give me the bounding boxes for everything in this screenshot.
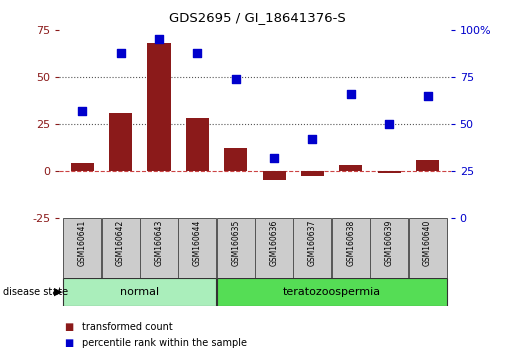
Bar — [332, 218, 370, 278]
Point — [385, 121, 393, 127]
Point — [308, 136, 317, 142]
Text: GSM160641: GSM160641 — [78, 220, 87, 266]
Bar — [71, 163, 94, 171]
Bar — [301, 171, 324, 176]
Text: GSM160636: GSM160636 — [270, 220, 279, 267]
Bar — [147, 43, 170, 171]
Text: teratozoospermia: teratozoospermia — [283, 287, 381, 297]
Bar — [186, 118, 209, 171]
Text: GSM160644: GSM160644 — [193, 220, 202, 267]
Bar — [255, 218, 293, 278]
Point — [270, 155, 278, 160]
Text: ■: ■ — [64, 338, 74, 348]
Text: GSM160643: GSM160643 — [154, 220, 163, 267]
Point — [193, 50, 201, 56]
Bar — [263, 171, 286, 180]
Text: disease state: disease state — [3, 287, 67, 297]
Bar — [63, 218, 101, 278]
Text: GSM160642: GSM160642 — [116, 220, 125, 266]
Bar — [370, 218, 408, 278]
Point — [78, 108, 87, 114]
Bar — [408, 218, 447, 278]
Text: GDS2695 / GI_18641376-S: GDS2695 / GI_18641376-S — [169, 11, 346, 24]
Text: GSM160635: GSM160635 — [231, 220, 240, 267]
Bar — [377, 171, 401, 173]
Bar — [224, 148, 247, 171]
Text: GSM160637: GSM160637 — [308, 220, 317, 267]
Bar — [416, 160, 439, 171]
Text: GSM160640: GSM160640 — [423, 220, 432, 267]
Text: GSM160639: GSM160639 — [385, 220, 394, 267]
Bar — [217, 278, 447, 306]
Text: GSM160638: GSM160638 — [347, 220, 355, 266]
Bar — [217, 218, 255, 278]
Bar — [294, 218, 332, 278]
Point — [232, 76, 240, 82]
Text: normal: normal — [120, 287, 159, 297]
Bar — [140, 218, 178, 278]
Text: ▶: ▶ — [54, 287, 62, 297]
Bar — [109, 113, 132, 171]
Point — [116, 50, 125, 56]
Point — [347, 91, 355, 97]
Text: percentile rank within the sample: percentile rank within the sample — [82, 338, 247, 348]
Bar — [101, 218, 140, 278]
Point — [155, 37, 163, 42]
Text: ■: ■ — [64, 322, 74, 332]
Bar — [178, 218, 216, 278]
Point — [423, 93, 432, 98]
Text: transformed count: transformed count — [82, 322, 173, 332]
Bar — [63, 278, 216, 306]
Bar — [339, 165, 363, 171]
